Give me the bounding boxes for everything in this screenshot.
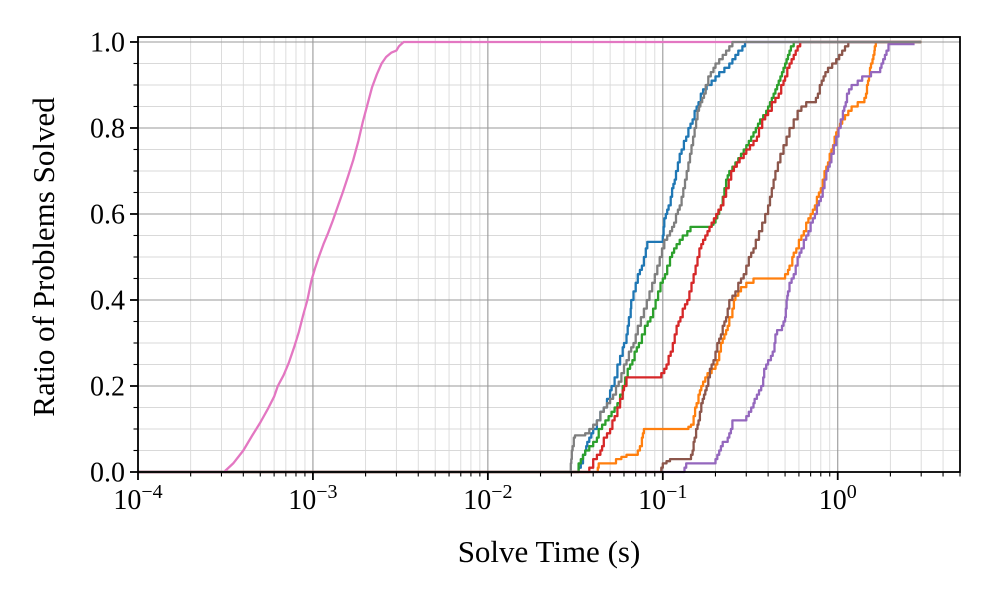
curve-purple	[138, 42, 915, 474]
y-tick-label: 0.8	[90, 113, 125, 144]
x-tick-label: 10−1	[638, 481, 687, 516]
y-tick-label: 0.6	[90, 199, 125, 230]
x-tick-label: 100	[819, 481, 857, 516]
y-axis-label: Ratio of Problems Solved	[26, 97, 61, 417]
y-tick-label: 0.4	[90, 285, 125, 316]
curve-red	[138, 40, 922, 474]
curve-orange	[138, 40, 922, 474]
x-tick-label: 10−3	[288, 481, 337, 516]
curve-gray	[138, 40, 922, 474]
y-tick-label: 1.0	[90, 27, 125, 58]
x-tick-label: 10−4	[113, 481, 162, 516]
y-tick-label: 0.0	[90, 458, 125, 489]
axes-spines	[137, 36, 961, 473]
y-tick-label: 0.2	[90, 371, 125, 402]
curve-brown	[138, 40, 922, 474]
x-axis-label: Solve Time (s)	[457, 534, 641, 569]
curve-pink	[138, 40, 919, 474]
x-tick-label: 10−2	[463, 481, 512, 516]
